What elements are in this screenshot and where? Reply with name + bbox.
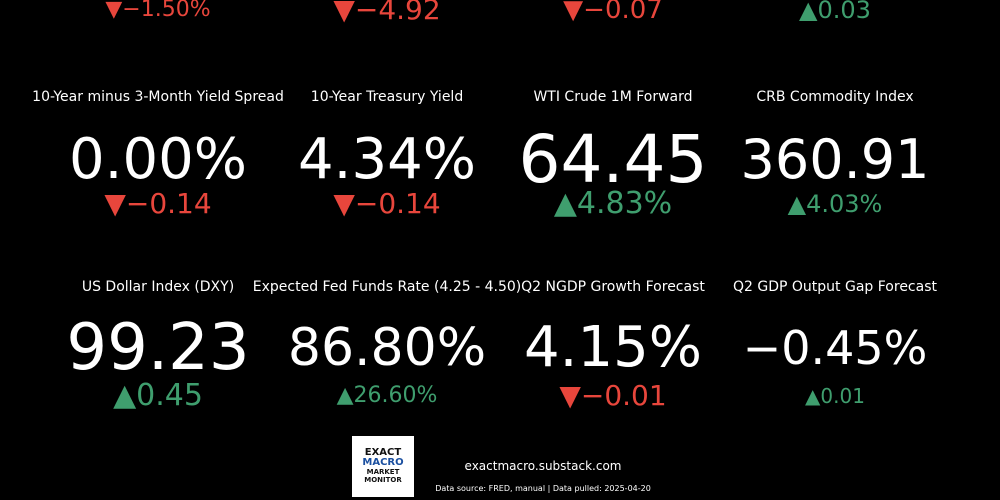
change: ▲0.45 [113, 378, 203, 413]
site-url: exactmacro.substack.com [464, 459, 622, 473]
tile-title: 10-Year Treasury Yield [310, 89, 464, 105]
change: ▼−1.50% [105, 0, 211, 22]
change: ▲4.03% [787, 190, 883, 218]
tile-value: 360.91 [740, 128, 930, 191]
logo-text: MONITOR [364, 476, 402, 484]
tile-title: Q2 GDP Output Gap Forecast [733, 279, 937, 295]
tile-value: 4.15% [524, 315, 702, 380]
tile-value: −0.45% [742, 321, 928, 375]
change: ▼−4.92 [333, 0, 441, 26]
change: ▼−0.07 [563, 0, 663, 25]
logo: EXACT MACRO MARKET MONITOR [352, 436, 414, 497]
logo-text: MARKET [366, 468, 400, 476]
change: ▼−0.14 [333, 187, 441, 220]
tile-title: 10-Year minus 3-Month Yield Spread [32, 89, 284, 105]
change: ▲0.03 [799, 0, 871, 24]
change: ▲4.83% [553, 186, 673, 221]
tile-value: 0.00% [69, 127, 247, 192]
tile-title: WTI Crude 1M Forward [533, 89, 693, 105]
tile-title: CRB Commodity Index [756, 89, 914, 105]
change: ▼−0.14 [104, 187, 212, 220]
logo-text: EXACT [364, 447, 402, 458]
tile-title: US Dollar Index (DXY) [81, 279, 235, 295]
tile-value: 86.80% [287, 318, 487, 378]
tile-value: 99.23 [66, 311, 250, 385]
tile-value: 64.45 [518, 121, 708, 198]
data-source: Data source: FRED, manual | Data pulled:… [435, 484, 651, 493]
change: ▲26.60% [336, 383, 438, 408]
tile-value: 4.34% [298, 127, 476, 192]
logo-text: MACRO [362, 457, 404, 468]
change: ▲0.01 [805, 384, 865, 408]
tile-title: Q2 NGDP Growth Forecast [521, 279, 705, 295]
tile-title: Expected Fed Funds Rate (4.25 - 4.50) [252, 279, 522, 295]
change: ▼−0.01 [559, 379, 667, 412]
